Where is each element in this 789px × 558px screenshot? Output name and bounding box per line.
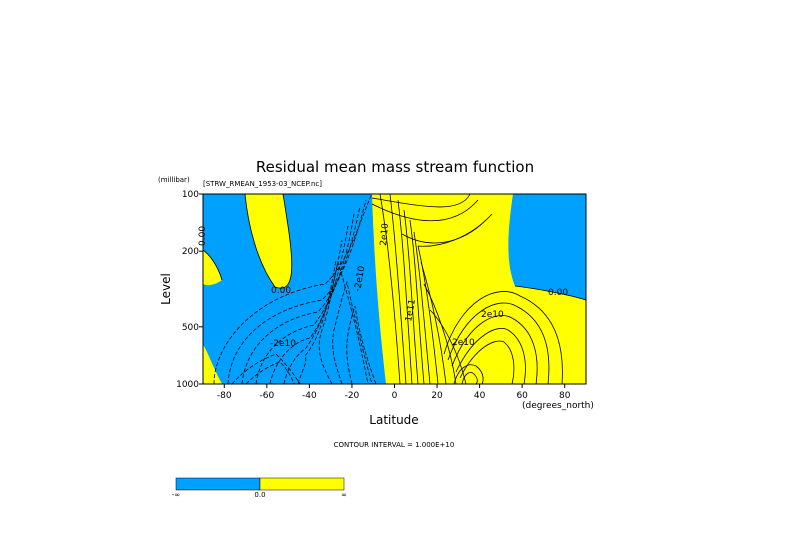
colorbar-positive: [259, 477, 345, 491]
y-axis-label: Level: [159, 273, 173, 305]
x-axis-label: Latitude: [369, 413, 418, 427]
positive-patch-left: [203, 250, 222, 286]
negative-region-southern-deep: [203, 194, 386, 384]
contour-labels: 0.00 0.00 0.00 -2e10 -2e10 2e10 2e10 2e1…: [198, 222, 568, 349]
y-tick-label: 1000: [176, 380, 199, 390]
colorbar-label-zero: 0.0: [254, 491, 265, 499]
positive-contours: [202, 193, 587, 385]
chart-subtitle: [STRW_RMEAN_1953-03_NCEP.nc]: [203, 180, 322, 188]
x-tick-label: 0: [392, 391, 398, 401]
x-tick-label: -40: [302, 391, 317, 401]
contour-label-zero-mid: 0.00: [271, 286, 291, 296]
x-tick-label: -60: [259, 391, 274, 401]
contour-label-zero-right: 0.00: [548, 288, 568, 298]
contour-label-pos-right: 2e10: [481, 310, 504, 320]
contour-label-pos-core: 1e11: [404, 298, 418, 322]
positive-patch-bottom-left: [203, 345, 222, 384]
x-tick-label: -20: [345, 391, 360, 401]
y-tick-label: 100: [182, 190, 199, 200]
chart-title: Residual mean mass stream function: [256, 158, 534, 176]
x-tick-label: 40: [474, 391, 486, 401]
x-tick-label: 60: [516, 391, 528, 401]
contour-label-pos-upper: 2e10: [379, 222, 391, 246]
negative-region-northern-upper: [508, 194, 586, 300]
colorbar-label-min: -∞: [172, 491, 180, 499]
y-units-label: (millibar): [158, 176, 190, 184]
x-axis: -80 -60 -40 -20 0 20 40 60 80: [217, 384, 571, 401]
contour-label-neg-lower: -2e10: [270, 339, 296, 349]
plot-area: 0.00 0.00 0.00 -2e10 -2e10 2e10 2e10 2e1…: [198, 193, 587, 385]
colorbar-label-max: ∞: [341, 491, 347, 499]
contour-interval-text: CONTOUR INTERVAL = 1.000E+10: [334, 441, 455, 449]
contour-label-pos-lower: 2e10: [452, 338, 475, 348]
x-units-label: (degrees_north): [522, 401, 594, 411]
colorbar-negative: [175, 477, 261, 491]
x-tick-label: -80: [217, 391, 232, 401]
colorbar: -∞ 0.0 ∞: [172, 477, 347, 499]
y-axis: 100 200 500 1000: [176, 190, 203, 390]
negative-contours: [213, 193, 377, 385]
contour-label-zero-left: 0.00: [198, 226, 208, 246]
contour-label-neg-upper: -2e10: [353, 265, 367, 293]
x-tick-label: 80: [559, 391, 571, 401]
y-tick-label: 200: [182, 247, 199, 257]
x-tick-label: 20: [431, 391, 443, 401]
y-tick-label: 500: [182, 323, 199, 333]
